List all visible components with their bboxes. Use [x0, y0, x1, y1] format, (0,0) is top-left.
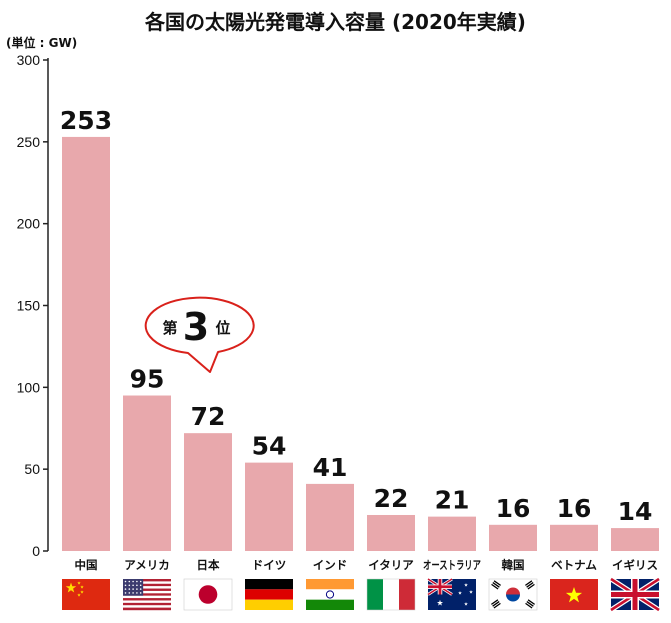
x-tick-label: 韓国 [502, 558, 525, 572]
x-tick-label: 日本 [197, 558, 220, 572]
x-tick-label: 中国 [75, 558, 98, 572]
data-label: 21 [435, 486, 470, 515]
chart-title: 各国の太陽光発電導入容量 (2020年実績) [145, 10, 526, 34]
data-label: 72 [191, 402, 226, 431]
bar [184, 433, 232, 551]
bar [428, 516, 476, 551]
flag-australia-icon [427, 577, 476, 610]
rank-prefix: 第 [162, 319, 177, 337]
flag-row [62, 576, 661, 613]
flag-japan-icon [183, 578, 233, 611]
bar [489, 524, 537, 551]
flag-south-korea-icon [488, 578, 538, 611]
y-tick-label: 250 [17, 134, 41, 150]
flag-italy-icon [366, 578, 416, 611]
bar-series: 253 95 72 54 41 22 21 16 16 14 [60, 106, 659, 551]
flag-uk-icon [609, 576, 661, 613]
flag-vietnam-icon [550, 579, 598, 610]
bar [62, 136, 110, 551]
x-tick-label: イギリス [612, 558, 658, 572]
data-label: 95 [130, 365, 165, 394]
data-label: 54 [252, 432, 287, 461]
x-tick-label: ドイツ [252, 558, 287, 572]
bar [611, 528, 659, 551]
data-label: 16 [557, 494, 592, 523]
callout-bubble [144, 296, 255, 373]
bar [245, 462, 293, 551]
bar [123, 395, 171, 551]
flag-germany-icon [245, 579, 293, 610]
bar [367, 514, 415, 551]
y-tick-label: 150 [17, 298, 41, 314]
x-tick-label: イタリア [368, 558, 414, 572]
y-tick-label: 300 [17, 52, 41, 68]
data-label: 14 [618, 497, 653, 526]
data-label: 22 [374, 484, 409, 513]
y-tick-label: 200 [17, 216, 41, 232]
y-tick-label: 50 [24, 461, 40, 477]
rank-number: 3 [183, 305, 209, 349]
x-tick-label: オーストラリア [423, 558, 481, 572]
data-label: 253 [60, 106, 112, 135]
x-tick-label: ベトナム [551, 558, 597, 572]
y-axis: 0 50 100 150 200 250 300 [17, 52, 49, 559]
rank-suffix: 位 [215, 319, 230, 337]
flag-india-icon [306, 579, 354, 610]
y-tick-label: 100 [17, 379, 41, 395]
category-axis: 中国 アメリカ 日本 ドイツ インド イタリア オーストラリア 韓国 ベトナム イギリス [75, 558, 659, 572]
y-tick-label: 0 [32, 543, 40, 559]
bar [306, 483, 354, 551]
flag-china-icon [62, 579, 110, 610]
x-tick-label: インド [313, 558, 348, 572]
data-label: 16 [496, 494, 531, 523]
flag-usa-icon [123, 579, 171, 611]
bar [550, 524, 598, 551]
x-tick-label: アメリカ [124, 558, 169, 572]
data-label: 41 [313, 453, 348, 482]
y-axis-unit-label: (単位 : GW) [6, 36, 78, 50]
